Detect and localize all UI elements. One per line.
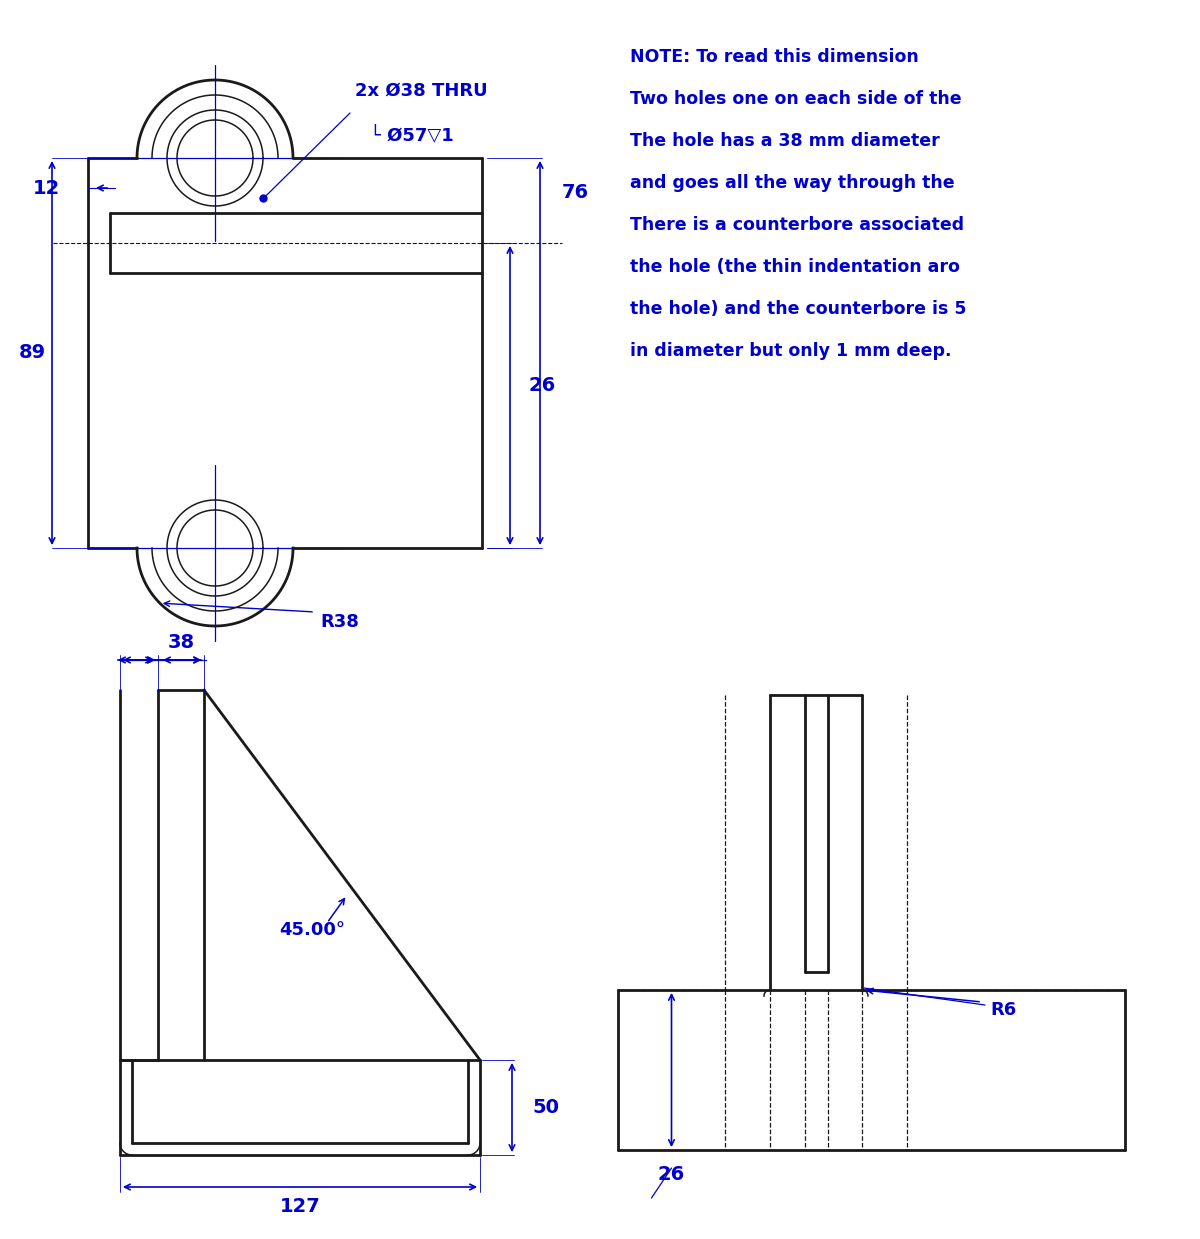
Text: 89: 89	[18, 343, 46, 363]
Text: └ Ø57▽1: └ Ø57▽1	[370, 126, 454, 145]
Text: Two holes one on each side of the: Two holes one on each side of the	[630, 90, 961, 108]
Text: There is a counterbore associated: There is a counterbore associated	[630, 216, 964, 234]
Text: 50: 50	[532, 1098, 559, 1118]
Text: R6: R6	[990, 1001, 1016, 1018]
Text: 12: 12	[32, 178, 60, 197]
Text: and goes all the way through the: and goes all the way through the	[630, 173, 955, 192]
Text: NOTE: To read this dimension: NOTE: To read this dimension	[630, 48, 919, 66]
Text: 76: 76	[562, 183, 589, 202]
Text: the hole) and the counterbore is 5: the hole) and the counterbore is 5	[630, 300, 966, 318]
Text: 127: 127	[280, 1198, 320, 1217]
Text: R38: R38	[320, 613, 359, 631]
Text: The hole has a 38 mm diameter: The hole has a 38 mm diameter	[630, 133, 940, 150]
Text: 38: 38	[168, 632, 194, 652]
Text: 26: 26	[528, 375, 556, 395]
Text: the hole (the thin indentation aro: the hole (the thin indentation aro	[630, 258, 960, 276]
Text: 45.00°: 45.00°	[278, 921, 346, 939]
Text: in diameter but only 1 mm deep.: in diameter but only 1 mm deep.	[630, 342, 952, 361]
Text: 2x Ø38 THRU: 2x Ø38 THRU	[355, 82, 487, 100]
Text: 26: 26	[658, 1166, 685, 1184]
